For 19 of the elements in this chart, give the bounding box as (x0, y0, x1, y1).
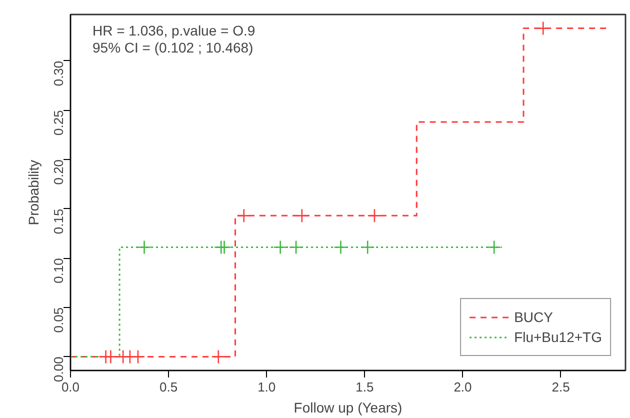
x-axis-title: Follow up (Years) (294, 400, 402, 416)
x-tick-label: 0.5 (160, 380, 178, 394)
annotation: 95% CI = (0.102 ; 10.468) (92, 40, 254, 56)
y-tick-label: 0.15 (51, 208, 66, 234)
legend-label: BUCY (514, 309, 553, 325)
legend-label: Flu+Bu12+TG (514, 329, 602, 345)
y-tick-label: 0.10 (51, 258, 66, 284)
x-tick-label: 1.5 (356, 380, 374, 394)
x-tick-label: 1.0 (258, 380, 276, 394)
annotation: HR = 1.036, p.value = O.9 (92, 22, 256, 38)
x-tick-label: 2.0 (454, 380, 472, 394)
y-tick-label: 0.20 (51, 159, 66, 185)
x-tick-label: 2.5 (552, 380, 570, 394)
y-tick-label: 0.05 (51, 307, 66, 333)
y-tick-label: 0.00 (51, 356, 66, 382)
x-tick-label: 0.0 (61, 380, 80, 394)
y-tick-label: 0.30 (51, 60, 66, 86)
y-tick-label: 0.25 (51, 110, 66, 136)
y-axis-title: Probability (26, 160, 42, 226)
